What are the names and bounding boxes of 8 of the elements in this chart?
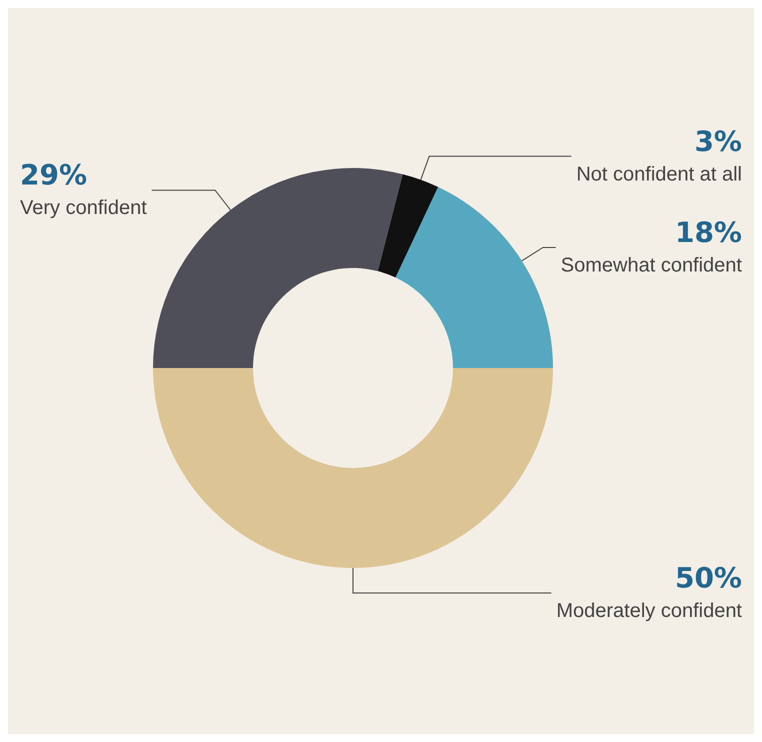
data-label: 18% bbox=[674, 216, 742, 249]
slice-label: Moderately confident bbox=[556, 600, 742, 622]
slice-label: Not confident at all bbox=[576, 163, 742, 186]
data-label: 3% bbox=[694, 124, 742, 158]
slice-label: Very confident bbox=[20, 197, 148, 220]
slice-label: Somewhat confident bbox=[560, 254, 742, 276]
data-label: 29% bbox=[20, 158, 88, 192]
data-label: 50% bbox=[674, 562, 742, 594]
